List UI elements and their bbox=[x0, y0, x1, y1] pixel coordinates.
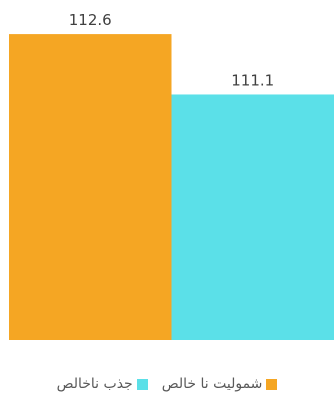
data-label-0: 112.6 bbox=[69, 11, 112, 29]
legend-item-gross-inclusion: شمولیت نا خالص bbox=[162, 376, 278, 392]
bar-0 bbox=[9, 34, 172, 340]
data-label-1: 111.1 bbox=[231, 71, 274, 89]
legend-label-gross-absorption: جذب ناخالص bbox=[56, 376, 133, 392]
legend: شمولیت نا خالص جذب ناخالص bbox=[0, 372, 334, 396]
legend-label-gross-inclusion: شمولیت نا خالص bbox=[161, 376, 263, 392]
bar-chart-plot: 112.6 111.1 bbox=[9, 11, 334, 340]
legend-swatch-gross-absorption bbox=[136, 378, 148, 390]
legend-swatch-gross-inclusion bbox=[266, 378, 278, 390]
legend-item-gross-absorption: جذب ناخالص bbox=[57, 376, 148, 392]
bar-1 bbox=[171, 94, 334, 340]
